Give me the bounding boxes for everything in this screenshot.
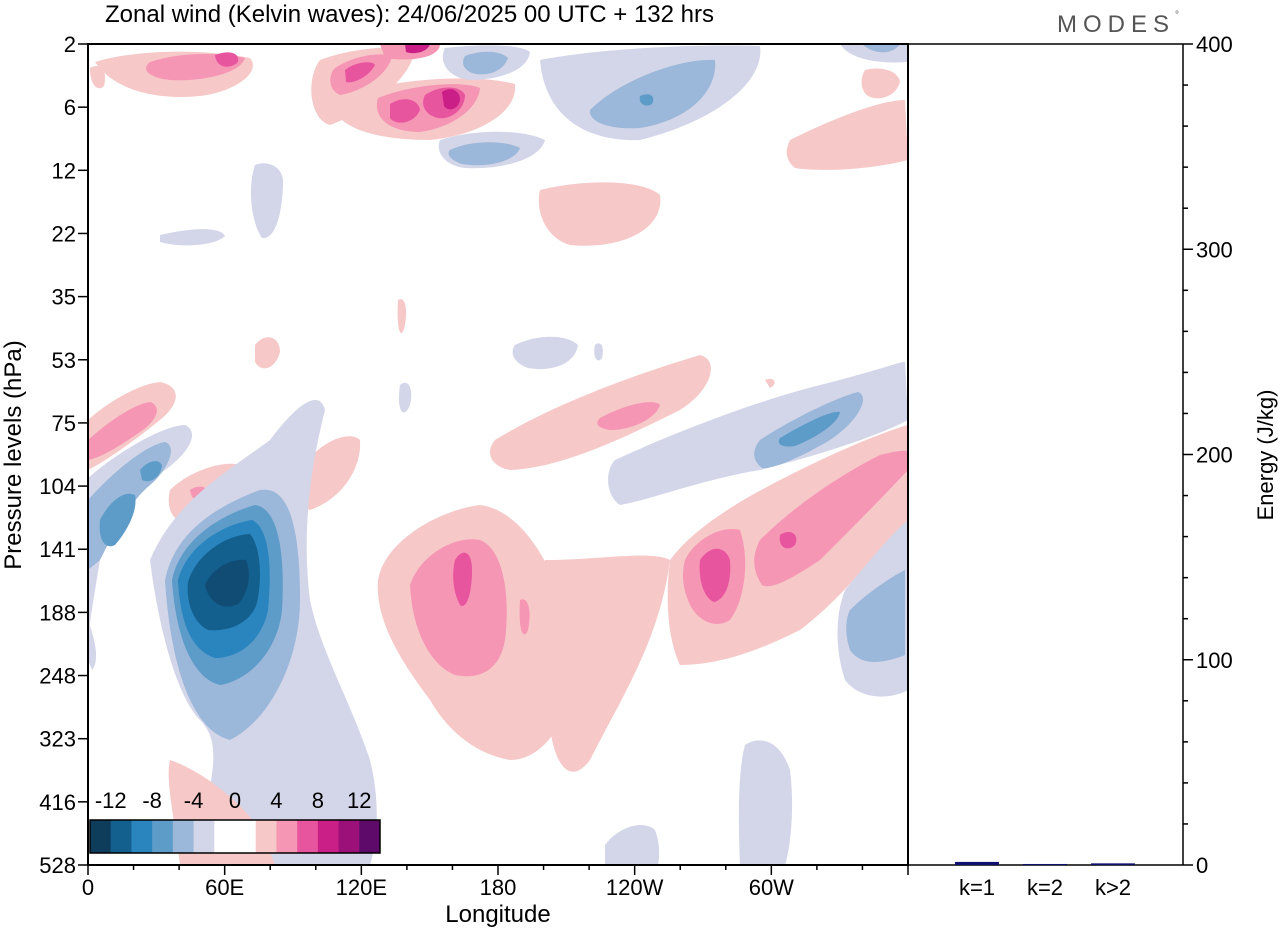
- positive-band-east: [667, 425, 908, 697]
- y-tick-label: 188: [39, 600, 76, 625]
- colorbar-swatch: [338, 820, 360, 853]
- y-tick-label: 35: [52, 285, 76, 310]
- negative-blob-60e: [150, 400, 377, 865]
- y-tick-label: 2: [64, 32, 76, 57]
- colorbar-swatch: [152, 820, 174, 853]
- y-axis: 2 6 12 22 35 53 75 104 141 188 248 323 416 528: [39, 32, 88, 878]
- y-tick-label: 6: [64, 95, 76, 120]
- energy-tick-label: 400: [1196, 32, 1233, 57]
- y-tick-label: 104: [39, 474, 76, 499]
- energy-tick-label: 300: [1196, 237, 1233, 262]
- energy-category-label: k=1: [959, 875, 995, 900]
- contour-field: [88, 44, 908, 865]
- energy-panel: k=1 k=2 k>2 0 100 200 300 400 Energy (J/kg): [908, 32, 1278, 900]
- colorbar-label: 12: [347, 788, 371, 813]
- energy-category-label: k>2: [1095, 875, 1131, 900]
- x-tick-label: 60W: [749, 875, 794, 900]
- x-axis: 0 60E 120E 180 120W 60W: [82, 865, 909, 900]
- colorbar-swatch: [235, 820, 257, 853]
- colorbar-swatch: [297, 820, 319, 853]
- brand-logo: MODES°: [1057, 10, 1185, 38]
- colorbar-swatch: [359, 820, 381, 853]
- colorbar-label: 4: [270, 788, 282, 813]
- y-tick-label: 416: [39, 790, 76, 815]
- colorbar-label: 0: [229, 788, 241, 813]
- y-tick-label: 53: [52, 348, 76, 373]
- y-tick-label: 141: [39, 537, 76, 562]
- energy-bar: [1091, 863, 1135, 865]
- colorbar-swatch: [131, 820, 153, 853]
- y-axis-label: Pressure levels (hPa): [0, 340, 27, 569]
- x-tick-label: 120E: [336, 875, 387, 900]
- colorbar-swatch: [317, 820, 340, 853]
- upper-streaks: [90, 44, 908, 246]
- chart-title: Zonal wind (Kelvin waves): 24/06/2025 00…: [105, 1, 714, 28]
- energy-tick-label: 0: [1196, 853, 1208, 878]
- x-axis-label: Longitude: [445, 901, 550, 928]
- energy-bar: [955, 861, 999, 865]
- mid-features: [255, 299, 908, 505]
- x-tick-label: 120W: [606, 875, 664, 900]
- colorbar-swatch: [172, 820, 195, 853]
- positive-blob-180: [377, 505, 670, 772]
- y-tick-label: 22: [52, 221, 76, 246]
- x-tick-label: 180: [480, 875, 517, 900]
- colorbar: -12 -8 -4 0 4 8 12: [89, 788, 381, 854]
- colorbar-label: 8: [312, 788, 324, 813]
- colorbar-frame: [89, 819, 381, 854]
- colorbar-swatch: [193, 820, 215, 853]
- colorbar-label: -8: [142, 788, 162, 813]
- energy-tick-label: 100: [1196, 648, 1233, 673]
- colorbar-label: -12: [95, 788, 127, 813]
- y-tick-label: 75: [52, 411, 76, 436]
- y-tick-label: 248: [39, 664, 76, 689]
- energy-category-label: k=2: [1027, 875, 1063, 900]
- colorbar-swatch: [90, 820, 112, 853]
- colorbar-swatch: [255, 820, 277, 853]
- colorbar-swatch: [276, 820, 298, 853]
- colorbar-label: -4: [184, 788, 204, 813]
- energy-tick-label: 200: [1196, 443, 1233, 468]
- colorbar-swatch: [214, 820, 236, 853]
- y-tick-label: 528: [39, 853, 76, 878]
- energy-axis-label: Energy (J/kg): [1253, 390, 1278, 521]
- x-tick-label: 60E: [205, 875, 244, 900]
- colorbar-swatch: [110, 820, 132, 853]
- energy-bar: [1023, 863, 1067, 865]
- y-tick-label: 12: [52, 158, 76, 183]
- x-tick-label: 0: [82, 875, 94, 900]
- y-tick-label: 323: [39, 727, 76, 752]
